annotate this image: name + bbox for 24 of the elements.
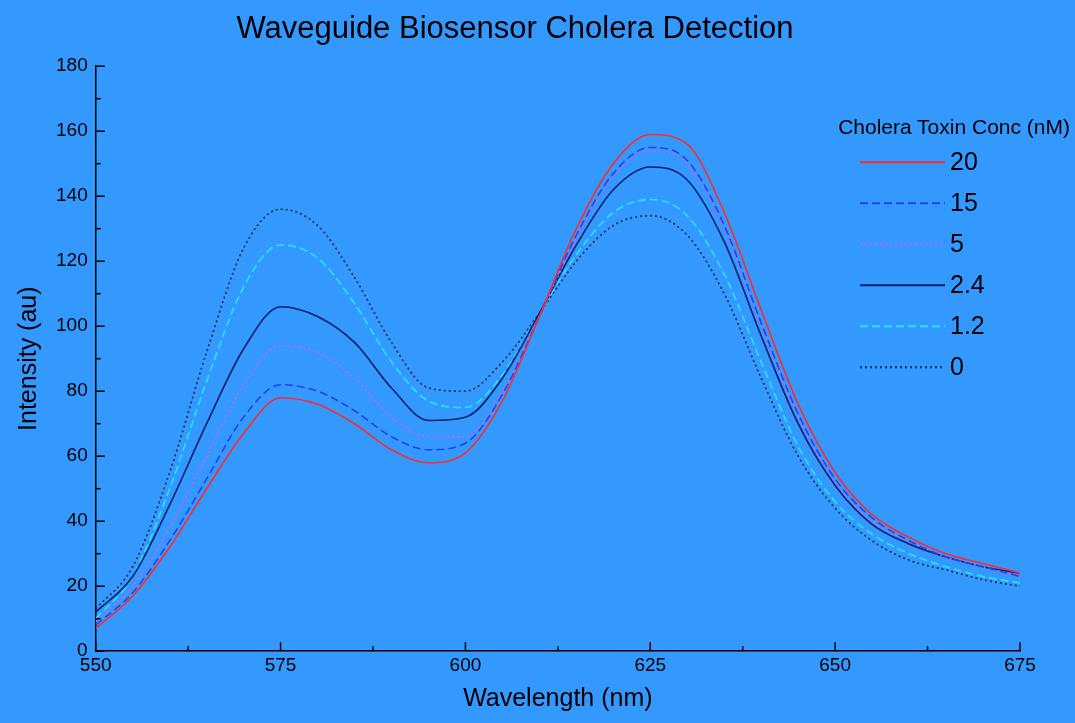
legend-label: 0 — [950, 352, 964, 381]
legend-label: 2.4 — [950, 270, 985, 299]
legend-label: 15 — [950, 188, 978, 217]
y-tick-label: 120 — [56, 249, 88, 271]
y-axis-title: Intensity (au) — [12, 286, 41, 431]
x-tick-label: 600 — [449, 653, 482, 675]
y-tick-label: 140 — [56, 184, 88, 206]
x-tick-label: 575 — [264, 653, 297, 675]
chart-title: Waveguide Biosensor Cholera Detection — [236, 10, 794, 46]
legend-label: 1.2 — [950, 311, 985, 340]
legend-label: 20 — [950, 147, 978, 176]
legend-label: 5 — [950, 229, 964, 258]
x-tick-label: 675 — [1004, 653, 1036, 675]
legend-title: Cholera Toxin Conc (nM) — [838, 115, 1070, 138]
x-tick-label: 625 — [634, 653, 667, 675]
y-tick-label: 20 — [66, 574, 88, 596]
x-tick-label: 650 — [819, 653, 851, 675]
y-tick-label: 60 — [66, 444, 88, 466]
y-tick-label: 100 — [56, 314, 88, 336]
x-axis-title: Wavelength (nm) — [463, 682, 653, 711]
y-tick-label: 160 — [56, 119, 88, 141]
y-tick-label: 180 — [56, 54, 88, 76]
y-tick-label: 80 — [66, 379, 88, 401]
y-tick-label: 40 — [66, 509, 88, 531]
